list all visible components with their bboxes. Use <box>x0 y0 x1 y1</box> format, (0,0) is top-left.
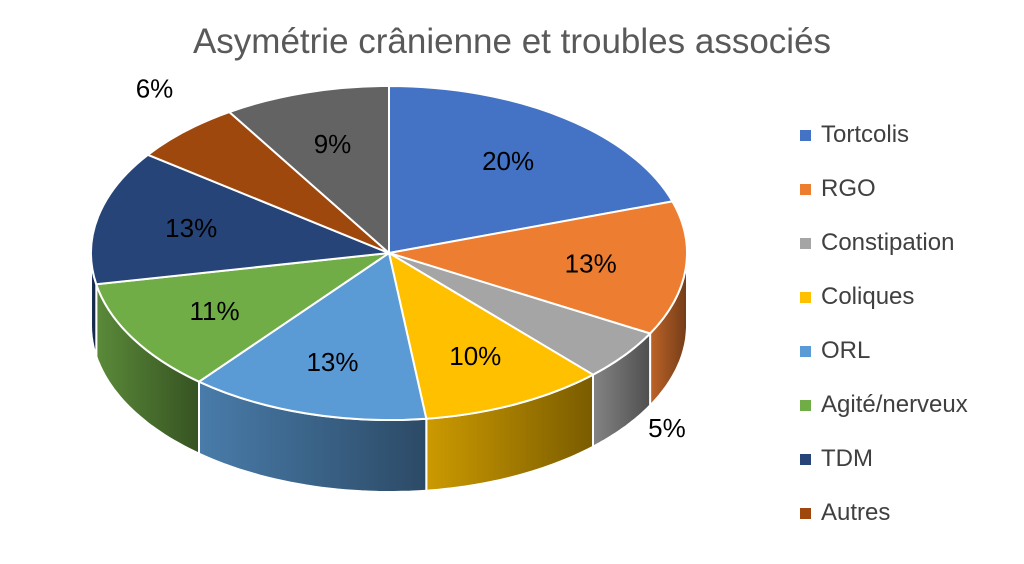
legend-swatch <box>800 399 811 411</box>
legend-swatch <box>800 291 811 303</box>
data-label-tdm: 13% <box>165 213 217 243</box>
legend-swatch <box>800 183 811 195</box>
pie-slice-tortcolis <box>388 85 674 254</box>
pie-slice-tdm <box>90 153 390 286</box>
pie-slice-orl <box>198 252 428 421</box>
legend-label: Tortcolis <box>821 121 910 148</box>
legend-swatch <box>800 345 811 357</box>
legend-item-autres: Autres <box>800 486 968 540</box>
legend-item-constipation: Constipation <box>800 216 968 270</box>
legend-item-agit-nerveux: Agité/nerveux <box>800 378 968 432</box>
legend-item-orl: ORL <box>800 324 968 378</box>
chart-title: Asymétrie crânienne et troubles associés <box>192 22 832 61</box>
legend-swatch <box>800 507 811 519</box>
data-label-orl: 13% <box>306 347 358 377</box>
pie-slice-agit-nerveux <box>95 252 390 383</box>
legend-label: ORL <box>821 337 871 364</box>
data-label-coliques: 10% <box>449 341 501 371</box>
data-label-tortcolis: 20% <box>482 146 534 176</box>
legend-label: RGO <box>821 175 876 202</box>
legend-item-tortcolis: Tortcolis <box>800 108 968 162</box>
pie-top <box>90 85 688 421</box>
legend-item-rgo: RGO <box>800 162 968 216</box>
legend-item-coliques: Coliques <box>800 270 968 324</box>
legend-item-tdm: TDM <box>800 432 968 486</box>
data-label-autres: 6% <box>136 74 174 104</box>
data-label-constipation: 5% <box>648 413 686 443</box>
legend-label: TDM <box>821 445 873 472</box>
data-label-agit-nerveux: 11% <box>190 296 240 326</box>
pie-slice-coliques <box>388 252 594 420</box>
legend-swatch <box>800 129 811 141</box>
legend-swatch <box>800 453 811 465</box>
legend-swatch <box>800 237 811 249</box>
pie-slice-rgo <box>388 200 688 335</box>
data-label-slice-8: 9% <box>314 129 352 159</box>
data-label-rgo: 13% <box>565 249 617 279</box>
pie-labels: 20% 13% 5% 10% 13% 11% 13% 6% 9% <box>136 74 686 443</box>
pie-slice-slice-8 <box>228 85 390 254</box>
legend-label: Agité/nerveux <box>821 391 968 418</box>
legend-label: Autres <box>821 499 891 526</box>
legend-label: Coliques <box>821 283 915 310</box>
legend-label: Constipation <box>821 229 955 256</box>
legend: Tortcolis RGO Constipation Coliques ORL Agité… <box>800 108 968 540</box>
